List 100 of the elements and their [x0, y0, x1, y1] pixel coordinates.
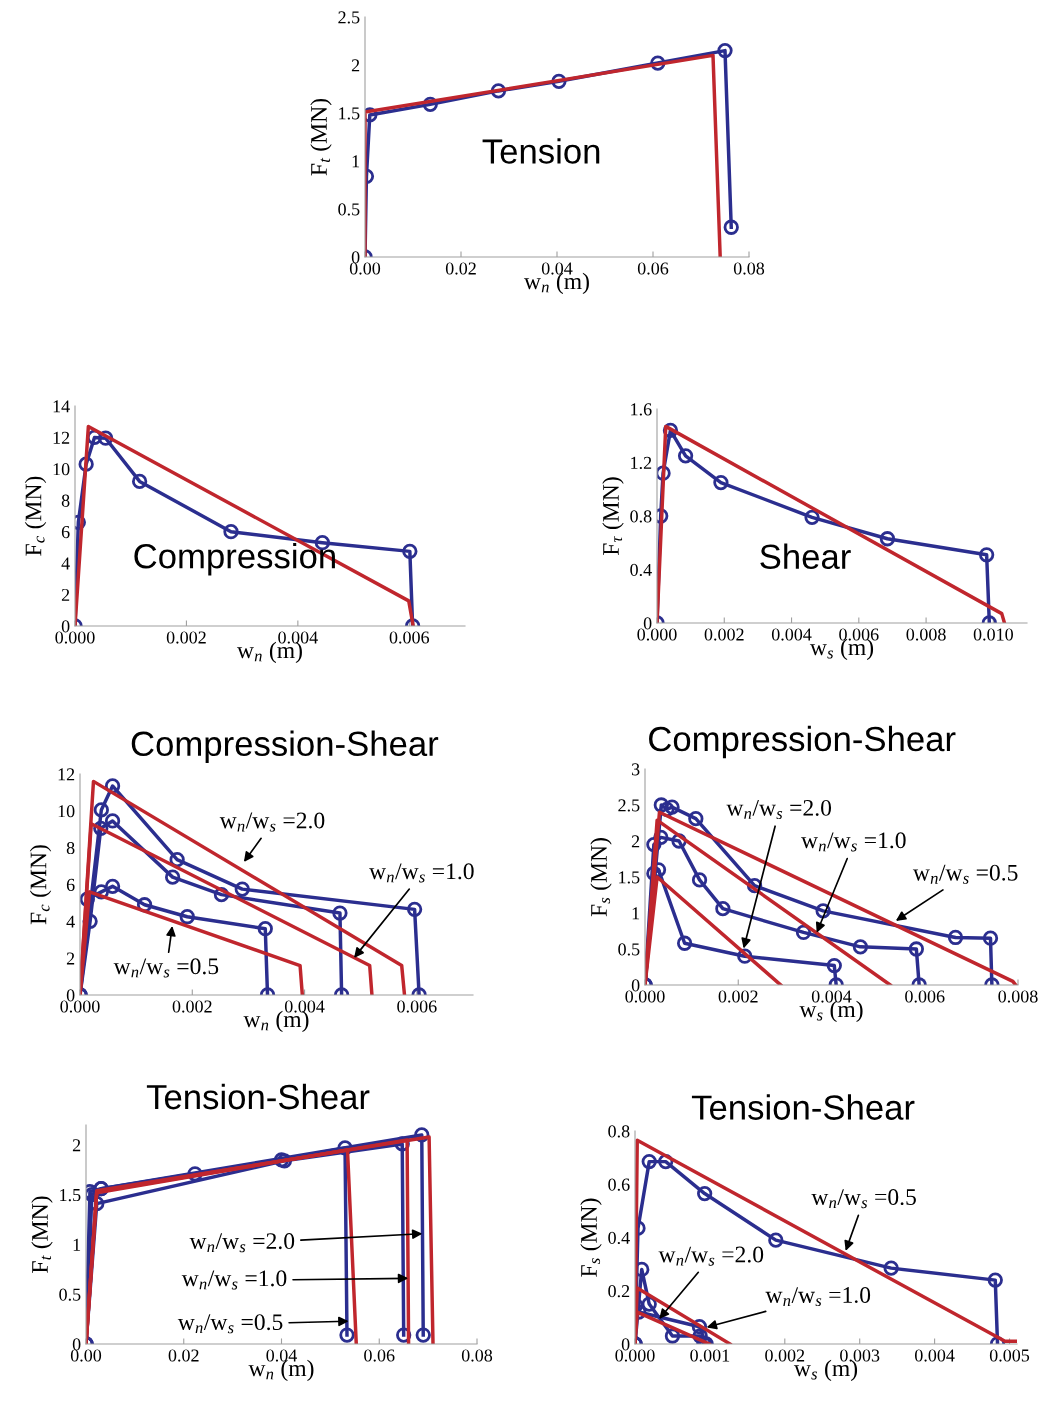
chart-title: Tension-Shear [146, 1083, 370, 1110]
y-tick-label: 0 [621, 1338, 630, 1351]
annotation: w$_{n}$/w$_{s}$ =2.0 [189, 1233, 295, 1253]
annotation: w$_{n}$/w$_{s}$ =2.0 [726, 799, 832, 820]
y-axis-title: F$_{s}$ (MN) [590, 838, 612, 917]
x-tick-label: 0.004 [914, 1349, 955, 1362]
text: Shear [760, 543, 851, 570]
x-tick-label: 0.004 [284, 1000, 325, 1013]
y-tick-label: 0.8 [630, 510, 652, 523]
x-tick-label: 0.002 [166, 631, 206, 644]
x-tick-label: 0.00 [70, 1349, 102, 1362]
y-tick-label: 0 [643, 617, 652, 630]
y-tick-label: 10 [58, 805, 75, 818]
y-tick-label: 0.5 [618, 943, 640, 956]
y-tick-label: 8 [66, 841, 75, 855]
y-axis-title: F$_{τ}$ (MN) [602, 477, 624, 556]
y-tick-label: 14 [53, 400, 70, 413]
y-axis-title: F$_{t}$ (MN) [31, 1196, 53, 1273]
annotation: w$_{n}$/w$_{s}$ =0.5 [177, 1314, 283, 1334]
y-axis-title: F$_{c}$ (MN) [24, 476, 47, 556]
chart-title: Compression-Shear [649, 725, 956, 759]
y-tick-label: 0.2 [608, 1285, 630, 1298]
y-tick-label: 1.6 [631, 403, 652, 416]
x-tick-label: 0.02 [168, 1349, 199, 1362]
x-tick-label: 0.06 [637, 262, 669, 275]
x-tick-label: 0.000 [60, 1000, 100, 1013]
annotation: w$_{n}$/w$_{s}$ =2.0 [219, 812, 325, 832]
y-tick-label: 0.4 [630, 563, 652, 577]
y-axis-title: F$_{t}$ (MN) [310, 98, 332, 176]
chart-title: Compression-Shear [131, 730, 439, 763]
y-tick-label: 1 [73, 1238, 81, 1251]
x-tick-label: 0.000 [637, 628, 677, 641]
x-tick-label: 0.002 [704, 628, 744, 641]
y-tick-label: 0 [351, 251, 360, 264]
x-tick-label: 0.010 [973, 628, 1013, 641]
y-tick-label: 0 [61, 620, 70, 633]
y-tick-label: 1.5 [60, 1189, 81, 1202]
x-tick-label: 0.06 [364, 1349, 395, 1362]
x-axis-title: w$_{n}$ (m) [243, 1010, 309, 1033]
y-tick-label: 1 [352, 155, 360, 168]
x-tick-label: 0.001 [690, 1349, 730, 1362]
y-tick-label: 2.5 [618, 799, 640, 812]
y-tick-label: 2 [66, 952, 75, 965]
y-tick-label: 0.6 [608, 1178, 630, 1191]
x-tick-label: 0.008 [906, 628, 946, 641]
y-tick-label: 4 [61, 557, 70, 570]
y-tick-label: 0 [631, 979, 640, 992]
x-tick-label: 0.006 [389, 631, 430, 644]
annotation: w$_{n}$/w$_{s}$ =1.0 [181, 1270, 287, 1290]
y-tick-label: 0 [66, 989, 75, 1002]
y-tick-label: 0.4 [608, 1231, 630, 1245]
y-axis-title: F$_{c}$ (MN) [29, 845, 52, 925]
annotation: w$_{n}$/w$_{s}$ =1.0 [801, 832, 906, 852]
y-axis-title: F$_{s}$ (MN) [580, 1198, 602, 1277]
y-tick-label: 2 [351, 59, 360, 72]
x-tick-label: 0.006 [905, 990, 945, 1003]
y-tick-label: 1.5 [339, 107, 360, 120]
y-tick-label: 3 [631, 763, 640, 776]
annotation: w$_{n}$/w$_{s}$ =0.5 [811, 1189, 916, 1209]
x-tick-label: 0.008 [998, 990, 1038, 1003]
y-tick-label: 12 [58, 768, 75, 781]
x-axis-title: w$_{n}$ (m) [236, 641, 302, 664]
y-tick-label: 4 [66, 915, 75, 928]
text: Tension [482, 138, 600, 164]
x-tick-label: 0.02 [445, 262, 476, 275]
x-tick-label: 0.003 [840, 1349, 880, 1362]
x-tick-label: 0.004 [771, 628, 812, 641]
y-tick-label: 0 [72, 1338, 81, 1351]
annotation: w$_{n}$/w$_{s}$ =1.0 [765, 1287, 871, 1307]
y-tick-label: 2 [61, 588, 70, 601]
y-tick-label: 8 [61, 494, 70, 507]
x-tick-label: 0.08 [733, 262, 765, 275]
y-tick-label: 0.8 [608, 1125, 630, 1138]
annotation: w$_{n}$/w$_{s}$ =2.0 [658, 1246, 764, 1266]
x-tick-label: 0.002 [718, 990, 758, 1003]
x-tick-label: 0.004 [278, 631, 318, 644]
annotation: w$_{n}$/w$_{s}$ =1.0 [369, 863, 474, 883]
y-tick-label: 1.2 [631, 456, 652, 470]
y-tick-label: 1.5 [619, 871, 640, 884]
y-tick-label: 0.5 [59, 1288, 81, 1301]
x-tick-label: 0.00 [349, 262, 381, 275]
y-tick-label: 1 [632, 907, 640, 920]
y-tick-label: 0.5 [338, 203, 360, 216]
y-tick-label: 2 [72, 1139, 81, 1152]
y-tick-label: 12 [53, 431, 70, 444]
x-tick-label: 0.006 [397, 1000, 437, 1013]
y-tick-label: 2.5 [338, 11, 360, 24]
x-tick-label: 0.002 [172, 1000, 212, 1013]
y-tick-label: 2 [631, 835, 640, 848]
y-tick-label: 6 [66, 878, 75, 891]
x-tick-label: 0.08 [461, 1349, 493, 1362]
x-tick-label: 0.000 [55, 631, 95, 644]
x-tick-label: 0.000 [625, 990, 665, 1003]
annotation: w$_{n}$/w$_{s}$ =0.5 [113, 958, 219, 978]
y-tick-label: 10 [53, 463, 70, 476]
text: Compression [134, 543, 335, 576]
chart-title: Tension-Shear [691, 1094, 915, 1120]
x-tick-label: 0.005 [989, 1349, 1030, 1362]
y-tick-label: 6 [61, 526, 70, 539]
annotation: w$_{n}$/w$_{s}$ =0.5 [912, 864, 1018, 884]
